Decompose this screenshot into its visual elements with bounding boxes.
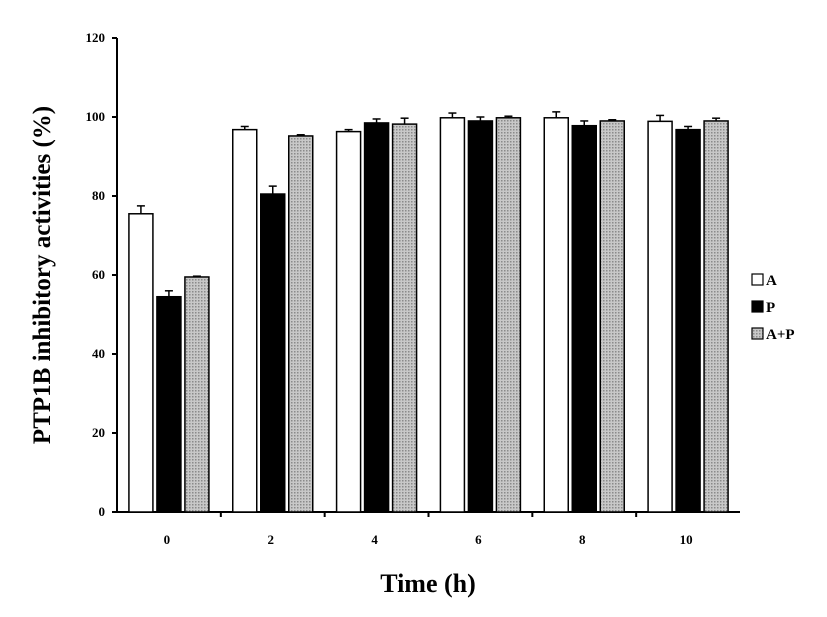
legend-swatch-p <box>751 300 764 313</box>
legend-label-p: P <box>766 300 775 316</box>
bar-aplusp-6 <box>495 117 522 513</box>
bar-p-10 <box>675 128 701 513</box>
legend-swatch-a <box>751 273 764 286</box>
bar-p-0 <box>156 295 182 513</box>
x-tick-label: 10 <box>680 532 693 547</box>
bar-p-2 <box>260 193 286 513</box>
bar-a-8 <box>543 117 569 513</box>
bar-aplusp-4 <box>391 123 418 513</box>
y-tick-label: 60 <box>92 267 105 282</box>
y-tick-label: 80 <box>92 188 105 203</box>
legend-swatch-aplusp <box>751 327 764 340</box>
x-tick-label: 6 <box>475 532 482 547</box>
x-tick-label: 2 <box>268 532 275 547</box>
y-tick-label: 20 <box>92 425 105 440</box>
bar-a-0 <box>128 213 154 513</box>
bar-p-6 <box>467 120 494 513</box>
x-tick-label: 0 <box>164 532 171 547</box>
y-axis-title: PTP1B inhibitory activities (%) <box>29 106 56 444</box>
bar-a-4 <box>335 130 362 513</box>
x-tick-label: 4 <box>371 532 378 547</box>
y-tick-label: 100 <box>86 109 106 124</box>
y-tick-label: 120 <box>86 30 106 45</box>
bar-aplusp-0 <box>184 276 210 513</box>
bar-aplusp-8 <box>599 120 625 513</box>
legend-label-aplusp: A+P <box>766 327 795 343</box>
bar-p-4 <box>363 122 390 513</box>
bar-a-6 <box>439 117 466 513</box>
legend-label-a: A <box>766 273 777 289</box>
bar-a-2 <box>232 128 258 513</box>
x-tick-label: 8 <box>579 532 586 547</box>
bar-aplusp-10 <box>703 120 729 513</box>
bar-p-8 <box>571 124 597 513</box>
y-tick-label: 40 <box>92 346 105 361</box>
y-tick-label: 0 <box>99 504 106 519</box>
bar-a-10 <box>647 120 673 513</box>
x-axis-title: Time (h) <box>380 569 476 598</box>
bar-aplusp-2 <box>288 135 314 513</box>
